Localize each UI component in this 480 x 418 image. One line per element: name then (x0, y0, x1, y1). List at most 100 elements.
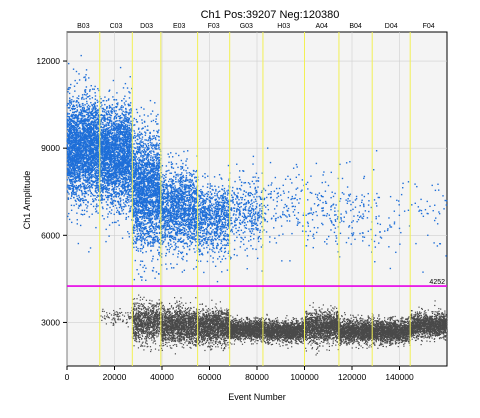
negative-droplet-point (139, 334, 140, 335)
negative-droplet-point (176, 301, 177, 302)
negative-droplet-point (221, 337, 222, 338)
negative-droplet-point (165, 340, 166, 341)
negative-droplet-point (180, 297, 181, 298)
negative-droplet-point (150, 346, 151, 347)
negative-droplet-point (117, 312, 118, 313)
negative-droplet-point (210, 342, 211, 343)
negative-droplet-point (157, 316, 158, 317)
negative-droplet-point (233, 324, 234, 325)
negative-droplet-point (200, 325, 201, 326)
negative-droplet-point (221, 332, 222, 333)
negative-droplet-point (210, 345, 211, 346)
negative-droplet-point (227, 318, 228, 319)
negative-droplet-point (140, 313, 141, 314)
negative-droplet-point (201, 310, 202, 311)
negative-droplet-point (157, 329, 158, 330)
negative-droplet-point (127, 322, 128, 323)
negative-droplet-point (219, 311, 220, 312)
negative-droplet-point (151, 335, 152, 336)
negative-droplet-point (223, 350, 224, 351)
negative-droplet-point (157, 314, 158, 315)
negative-droplet-point (148, 310, 149, 311)
negative-droplet-point (154, 322, 155, 323)
negative-droplet-point (200, 317, 201, 318)
negative-droplet-point (227, 337, 228, 338)
negative-droplet-point (151, 331, 152, 332)
negative-droplet-point (144, 317, 145, 318)
negative-droplet-point (168, 342, 169, 343)
negative-droplet-point (139, 318, 140, 319)
negative-droplet-point (243, 319, 244, 320)
negative-droplet-point (134, 335, 135, 336)
negative-droplet-point (218, 312, 219, 313)
negative-droplet-point (181, 339, 182, 340)
negative-droplet-point (254, 321, 255, 322)
negative-droplet-point (176, 344, 177, 345)
negative-droplet-point (247, 319, 248, 320)
negative-droplet-point (174, 321, 175, 322)
negative-droplet-point (170, 327, 171, 328)
negative-droplet-point (108, 316, 109, 317)
negative-droplet-point (239, 320, 240, 321)
negative-droplet-point (162, 340, 163, 341)
negative-droplet-point (135, 337, 136, 338)
negative-droplet-point (231, 323, 232, 324)
negative-droplet-point (227, 322, 228, 323)
negative-droplet-point (168, 311, 169, 312)
negative-droplet-point (106, 323, 107, 324)
negative-droplet-point (211, 322, 212, 323)
negative-droplet-point (170, 321, 171, 322)
negative-droplet-point (221, 347, 222, 348)
negative-droplet-point (170, 338, 171, 339)
negative-droplet-point (138, 305, 139, 306)
negative-droplet-point (147, 323, 148, 324)
negative-droplet-point (219, 336, 220, 337)
negative-droplet-point (170, 332, 171, 333)
negative-droplet-point (178, 319, 179, 320)
negative-droplet-point (211, 320, 212, 321)
negative-droplet-point (210, 340, 211, 341)
negative-droplet-point (216, 308, 217, 309)
negative-droplet-point (111, 314, 112, 315)
negative-droplet-point (187, 319, 188, 320)
negative-droplet-point (113, 313, 114, 314)
negative-droplet-point (181, 312, 182, 313)
negative-droplet-point (221, 312, 222, 313)
negative-droplet-point (168, 337, 169, 338)
negative-droplet-point (153, 329, 154, 330)
negative-droplet-point (146, 336, 147, 337)
negative-droplet-point (204, 316, 205, 317)
negative-droplet-point (184, 337, 185, 338)
negative-droplet-point (215, 311, 216, 312)
negative-droplet-point (141, 314, 142, 315)
negative-droplet-point (165, 317, 166, 318)
negative-droplet-point (226, 331, 227, 332)
negative-droplet-point (154, 312, 155, 313)
negative-droplet-point (184, 322, 185, 323)
negative-droplet-point (257, 317, 258, 318)
negative-droplet-point (256, 330, 257, 331)
negative-droplet-point (199, 313, 200, 314)
negative-droplet-point (242, 344, 243, 345)
negative-droplet-point (167, 330, 168, 331)
negative-droplet-point (125, 312, 126, 313)
negative-droplet-point (134, 298, 135, 299)
negative-droplet-point (136, 335, 137, 336)
negative-droplet-point (185, 327, 186, 328)
negative-droplet-point (184, 319, 185, 320)
negative-droplet-point (145, 342, 146, 343)
negative-droplet-point (211, 330, 212, 331)
negative-droplet-point (138, 312, 139, 313)
negative-droplet-point (192, 323, 193, 324)
negative-droplet-point (183, 322, 184, 323)
negative-droplet-point (184, 331, 185, 332)
negative-droplet-point (141, 304, 142, 305)
negative-droplet-point (216, 320, 217, 321)
negative-droplet-point (101, 320, 102, 321)
negative-droplet-point (226, 340, 227, 341)
negative-droplet-point (217, 344, 218, 345)
negative-droplet-point (148, 320, 149, 321)
negative-droplet-point (195, 345, 196, 346)
negative-droplet-point (239, 319, 240, 320)
negative-droplet-point (136, 320, 137, 321)
